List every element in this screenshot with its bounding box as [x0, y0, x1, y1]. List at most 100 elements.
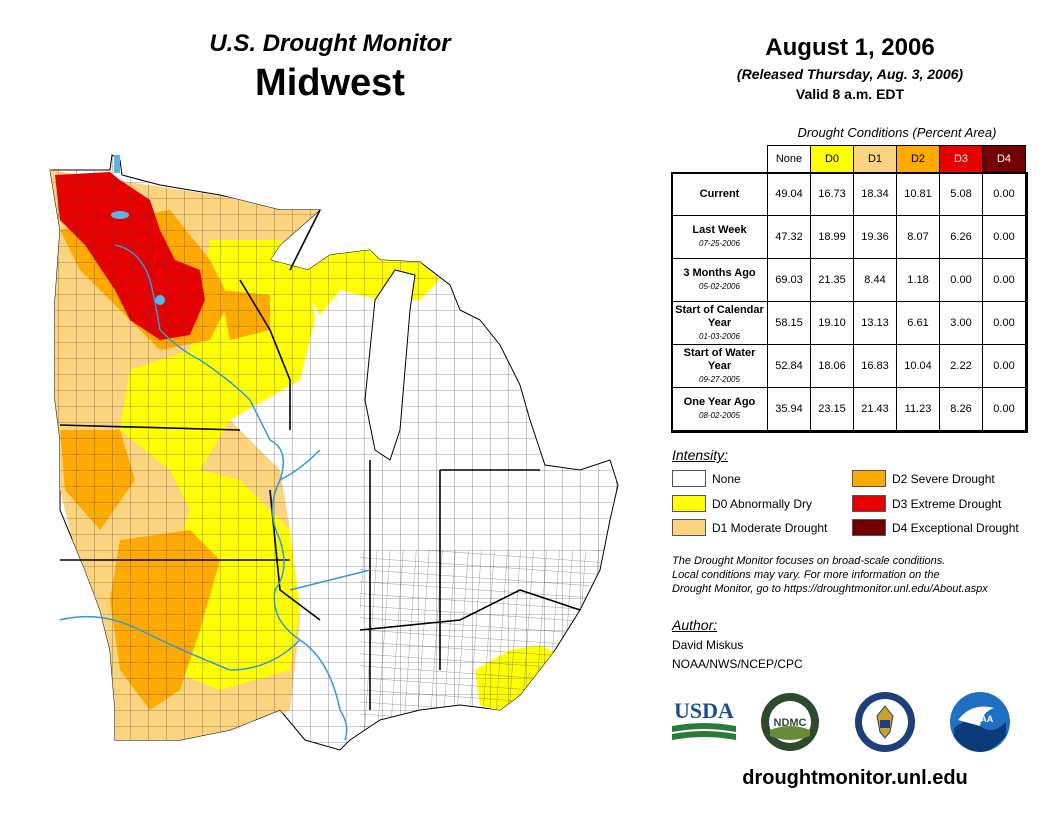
cell-value: 8.44 [853, 258, 897, 302]
cell-value: 11.23 [896, 387, 940, 431]
date-block: August 1, 2006 (Released Thursday, Aug. … [690, 34, 1010, 102]
cell-value: 69.03 [767, 258, 811, 302]
noaa-logo[interactable]: NOAA [948, 692, 1012, 756]
row-label-text: One Year Ago [683, 396, 756, 408]
legend-label: D1 Moderate Drought [712, 520, 828, 535]
legend-item-d1: D1 Moderate Drought [672, 519, 827, 536]
author-heading: Author: [672, 617, 718, 633]
legend-title: Intensity: [672, 447, 729, 463]
cell-value: 52.84 [767, 344, 811, 388]
row-label-text: Start of Water Year [683, 346, 756, 372]
table-row: Start of Calendar Year 01-03-2006 58.15 1… [671, 301, 1026, 345]
legend-label: D3 Extreme Drought [892, 496, 1002, 511]
region-title: Midwest [255, 62, 405, 104]
legend-item-d3: D3 Extreme Drought [852, 495, 1001, 512]
release-date: (Released Thursday, Aug. 3, 2006) [736, 66, 964, 82]
row-label: 3 Months Ago 05-02-2006 [671, 258, 768, 302]
cell-value: 0.00 [939, 258, 983, 302]
cell-value: 0.00 [982, 215, 1026, 259]
table-row: 3 Months Ago 05-02-2006 69.03 21.35 8.44 … [671, 258, 1026, 302]
row-label: Start of Water Year 09-27-2005 [671, 344, 768, 388]
cell-value: 10.81 [896, 172, 940, 216]
legend-swatch [852, 495, 886, 512]
legend-swatch [852, 470, 886, 487]
cell-value: 6.26 [939, 215, 983, 259]
header-none: None [767, 145, 811, 173]
legend-swatch [672, 470, 706, 487]
conditions-table-title: Drought Conditions (Percent Area) [797, 125, 997, 140]
cell-value: 23.15 [810, 387, 854, 431]
website-url[interactable]: droughtmonitor.unl.edu [742, 767, 968, 789]
legend-swatch [672, 495, 706, 512]
noaa-logo-text: NOAA [967, 714, 994, 724]
header-d3: D3 [939, 145, 983, 173]
cell-value: 18.34 [853, 172, 897, 216]
legend-label: D0 Abnormally Dry [712, 496, 813, 511]
row-date: 05-02-2006 [699, 282, 740, 291]
ndmc-logo[interactable]: NDMC [758, 692, 822, 756]
legend-label: D2 Severe Drought [892, 471, 995, 486]
legend-item-none: None [672, 470, 741, 487]
product-title: U.S. Drought Monitor [209, 30, 451, 57]
legend-item-d0: D0 Abnormally Dry [672, 495, 812, 512]
cell-value: 0.00 [982, 172, 1026, 216]
header-d4: D4 [982, 145, 1026, 173]
cell-value: 0.00 [982, 387, 1026, 431]
disclaimer-note: The Drought Monitor focuses on broad-sca… [672, 554, 1042, 596]
legend-swatch [672, 519, 706, 536]
note-line: Drought Monitor, go to https://droughtmo… [672, 583, 988, 595]
legend-item-d2: D2 Severe Drought [852, 470, 995, 487]
row-label-text: 3 Months Ago [683, 267, 756, 279]
doc-seal-logo[interactable] [852, 692, 918, 756]
conditions-table: None D0 D1 D2 D3 D4 Current 49.04 16.73 … [671, 145, 1026, 431]
cell-value: 21.35 [810, 258, 854, 302]
author-org: NOAA/NWS/NCEP/CPC [672, 657, 803, 671]
legend-swatch [852, 519, 886, 536]
row-date: 01-03-2006 [699, 331, 740, 341]
cell-value: 18.06 [810, 344, 854, 388]
conditions-header-row: None D0 D1 D2 D3 D4 [672, 145, 1026, 173]
cell-value: 8.26 [939, 387, 983, 431]
cell-value: 21.43 [853, 387, 897, 431]
map-title-block: U.S. Drought Monitor Midwest [160, 30, 500, 105]
row-date: 07-25-2006 [699, 239, 740, 248]
map-date: August 1, 2006 [765, 34, 935, 61]
usda-logo[interactable]: USDA [670, 692, 738, 748]
valid-time: Valid 8 a.m. EDT [795, 86, 905, 102]
header-blank-cell [672, 146, 768, 173]
row-label-text: Current [699, 187, 740, 200]
row-date: 09-27-2005 [699, 374, 740, 384]
row-label-text: Last Week [692, 224, 747, 236]
row-label-text: Start of Calendar Year [675, 303, 764, 329]
row-label: One Year Ago 08-02-2005 [671, 387, 768, 431]
note-line: The Drought Monitor focuses on broad-sca… [672, 555, 946, 567]
cell-value: 10.04 [896, 344, 940, 388]
cell-value: 19.36 [853, 215, 897, 259]
cell-value: 35.94 [767, 387, 811, 431]
cell-value: 0.00 [982, 258, 1026, 302]
ndmc-logo-text: NDMC [774, 717, 807, 729]
cell-value: 13.13 [853, 301, 897, 345]
table-row: One Year Ago 08-02-2005 35.94 23.15 21.43… [671, 387, 1026, 431]
cell-value: 0.00 [982, 301, 1026, 345]
header-d1: D1 [853, 145, 897, 173]
cell-value: 2.22 [939, 344, 983, 388]
cell-value: 19.10 [810, 301, 854, 345]
drought-map [49, 154, 619, 751]
cell-value: 3.00 [939, 301, 983, 345]
legend-label: None [712, 471, 741, 486]
cell-value: 58.15 [767, 301, 811, 345]
cell-value: 49.04 [767, 172, 811, 216]
legend-item-d4: D4 Exceptional Drought [852, 519, 1019, 536]
cell-value: 5.08 [939, 172, 983, 216]
legend-label: D4 Exceptional Drought [892, 520, 1019, 535]
note-line: Local conditions may vary. For more info… [672, 569, 940, 581]
cell-value: 16.83 [853, 344, 897, 388]
cell-value: 16.73 [810, 172, 854, 216]
header-d2: D2 [896, 145, 940, 173]
table-row: Current 49.04 16.73 18.34 10.81 5.08 0.0… [671, 172, 1026, 216]
cell-value: 0.00 [982, 344, 1026, 388]
cell-value: 47.32 [767, 215, 811, 259]
row-label: Start of Calendar Year 01-03-2006 [671, 301, 768, 345]
cell-value: 8.07 [896, 215, 940, 259]
